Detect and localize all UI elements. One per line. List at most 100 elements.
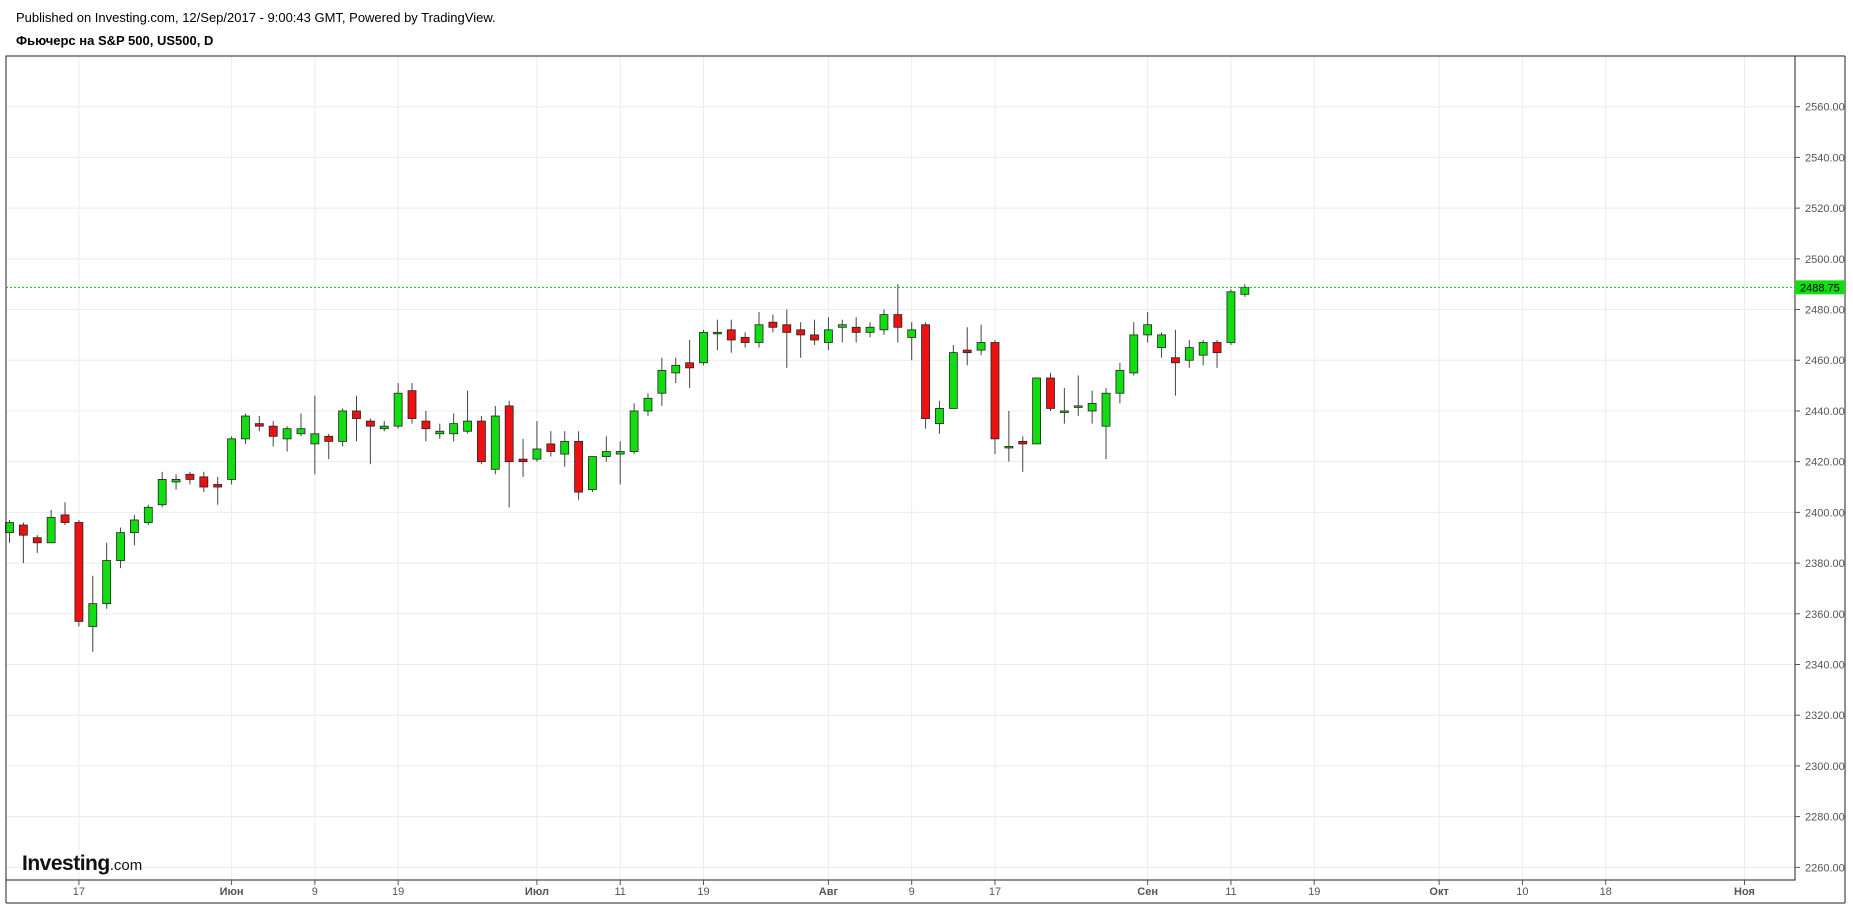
candle-body [1115, 369, 1125, 394]
candle [685, 339, 695, 389]
y-tick-label: 2260.00 [1805, 862, 1845, 874]
y-tick-label: 2380.00 [1805, 558, 1845, 570]
candle [893, 284, 903, 343]
candle-body [657, 369, 667, 394]
candle [962, 327, 972, 366]
candle-body [171, 479, 181, 483]
x-tick-label: Авг [819, 886, 839, 898]
candle-body [962, 349, 972, 354]
candle [740, 332, 750, 348]
candle-body [518, 458, 528, 463]
candle [74, 519, 84, 627]
candle [768, 314, 778, 333]
candle [588, 456, 597, 493]
candle-body [990, 342, 1000, 440]
candle [629, 403, 639, 455]
candle [837, 319, 847, 343]
candle-body [615, 451, 625, 455]
candle-body [60, 514, 70, 523]
candle [157, 471, 167, 508]
candle-body [921, 324, 930, 419]
candle-body [685, 362, 695, 369]
candle-body [463, 420, 472, 432]
candle-body [532, 448, 542, 460]
y-axis: 2260.00 2280.00 2300.00 2320.00 2340.00 2360.… [1795, 102, 1845, 874]
candle [477, 416, 486, 465]
y-tick-label: 2480.00 [1805, 305, 1845, 317]
candle-body [712, 331, 722, 335]
candle [1087, 390, 1097, 424]
candle [879, 309, 889, 335]
candle-body [116, 532, 125, 561]
candle-body [130, 519, 139, 534]
x-tick-label: Июл [525, 886, 549, 898]
candle [851, 317, 861, 343]
candle-body [407, 390, 417, 419]
candle-body [199, 476, 209, 488]
x-axis: 17 Июн 9 19 Июл 11 19 Авг 9 17 Сен 11 19 Окт 10 18 Ноя [73, 880, 1755, 898]
candle [615, 441, 625, 485]
candle-body [796, 329, 806, 336]
candle [782, 309, 792, 368]
x-tick-label: Окт [1429, 886, 1449, 898]
candle [490, 405, 500, 475]
candle-body [560, 440, 570, 455]
y-tick-label: 2340.00 [1805, 659, 1845, 671]
candle [1226, 289, 1236, 346]
candle [365, 418, 375, 465]
candle [1184, 339, 1194, 368]
candle-body [393, 392, 403, 427]
candle [560, 431, 570, 467]
y-tick-label: 2460.00 [1805, 355, 1845, 367]
candle-body [948, 352, 958, 409]
candle-body [102, 560, 112, 605]
x-tick-label: 19 [1308, 886, 1320, 898]
x-tick-label: Июн [220, 886, 244, 898]
chart-title: Фьючерс на S&P 500, US500, D [16, 33, 214, 48]
candle-body [629, 410, 639, 452]
candle [213, 476, 223, 505]
candle-body [726, 329, 736, 341]
candle [1198, 339, 1208, 366]
candle-body [851, 326, 861, 333]
candle [379, 421, 389, 432]
candle [102, 542, 112, 609]
candle [463, 390, 472, 434]
candle-body [241, 415, 250, 440]
plot-border [5, 55, 1796, 881]
candle [254, 416, 264, 432]
published-caption: Published on Investing.com, 12/Sep/2017 … [16, 10, 496, 25]
last-price-marker: 2488.75 [6, 280, 1845, 295]
candle [338, 408, 348, 447]
candle-body [477, 420, 486, 463]
y-tick-label: 2500.00 [1805, 254, 1845, 266]
candle [1101, 388, 1111, 460]
candle-body [74, 522, 84, 622]
candle [699, 329, 708, 366]
candle [1032, 377, 1042, 445]
x-tick-label: 18 [1600, 886, 1612, 898]
candle [1018, 436, 1028, 472]
y-tick-label: 2520.00 [1805, 203, 1845, 215]
candle-body [810, 334, 819, 341]
candle [1157, 332, 1166, 358]
x-tick-label: Сен [1137, 886, 1158, 898]
grid [6, 56, 1795, 880]
candle [935, 400, 944, 434]
candle [865, 322, 875, 338]
candle-body [671, 364, 681, 374]
candle-body [1129, 334, 1139, 374]
candle-body [1004, 446, 1014, 449]
candle [5, 519, 14, 543]
candle-body [143, 506, 153, 523]
candle-body [1046, 377, 1055, 409]
candle [268, 421, 278, 447]
candle-body [46, 517, 56, 544]
candle [296, 413, 306, 437]
candle-body [1073, 405, 1083, 408]
candle [60, 502, 70, 526]
candle-body [227, 438, 236, 480]
candle-body [1184, 347, 1194, 361]
candle-body [976, 342, 986, 351]
